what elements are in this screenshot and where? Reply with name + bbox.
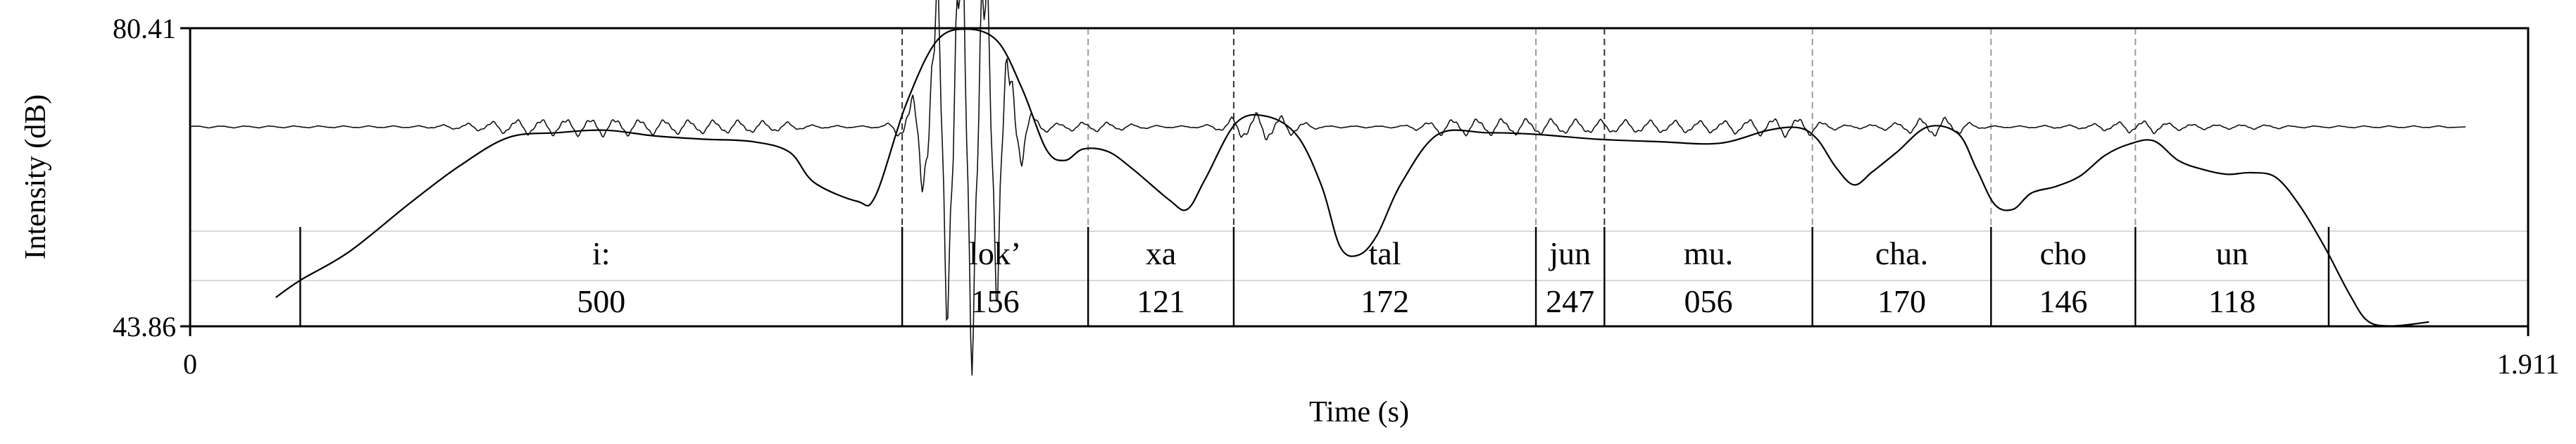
segment-labels: i: 500 lok’ 156 xa 121 tal 172 jun 247 mu. 056 cha. 1… bbox=[577, 235, 2256, 319]
x-axis-title: Time (s) bbox=[1309, 396, 1409, 428]
plot-frame bbox=[189, 27, 2530, 328]
segment-tier bbox=[190, 230, 2528, 281]
segment-duration-label: 247 bbox=[1546, 283, 1594, 319]
segment-syllable-label: cho bbox=[2040, 235, 2087, 271]
x-tick-label-max: 1.911 bbox=[2497, 348, 2560, 380]
intensity-contour bbox=[275, 28, 2430, 327]
segment-duration-label: 146 bbox=[2039, 283, 2087, 319]
y-tick-label-max: 80.41 bbox=[113, 13, 176, 44]
y-axis-title: Intensity (dB) bbox=[20, 94, 52, 259]
segment-syllable-label: un bbox=[2216, 235, 2249, 271]
segment-duration-label: 170 bbox=[1877, 283, 1926, 319]
segment-boundaries bbox=[299, 227, 2330, 326]
segment-duration-label: 500 bbox=[577, 283, 625, 319]
segment-syllable-label: xa bbox=[1146, 235, 1176, 271]
x-tick-label-min: 0 bbox=[183, 348, 197, 380]
segment-duration-label: 172 bbox=[1361, 283, 1409, 319]
segment-duration-label: 056 bbox=[1684, 283, 1733, 319]
segment-duration-label: 118 bbox=[2208, 283, 2256, 319]
waveform-trace bbox=[189, 0, 2466, 376]
segment-guides bbox=[901, 28, 2137, 231]
segment-syllable-label: mu. bbox=[1684, 235, 1733, 271]
segment-syllable-label: cha. bbox=[1875, 235, 1928, 271]
waveform bbox=[189, 0, 2466, 376]
segment-duration-label: 156 bbox=[971, 283, 1020, 319]
y-tick-label-min: 43.86 bbox=[113, 311, 176, 343]
segment-syllable-label: i: bbox=[592, 235, 611, 271]
segment-syllable-label: jun bbox=[1548, 235, 1591, 271]
segment-syllable-label: lok’ bbox=[969, 235, 1021, 271]
segment-duration-label: 121 bbox=[1137, 283, 1185, 319]
segment-syllable-label: tal bbox=[1368, 235, 1401, 271]
